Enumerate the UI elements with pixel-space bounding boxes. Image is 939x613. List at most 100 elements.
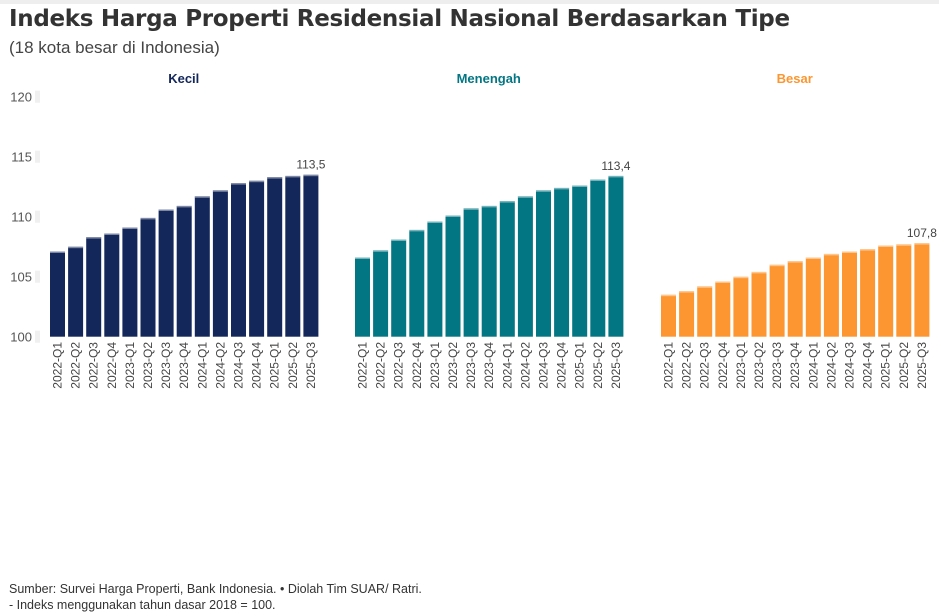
bar-top-highlight — [733, 276, 749, 279]
bar — [194, 196, 210, 337]
bar — [608, 175, 624, 337]
x-tick-label: 2024-Q3 — [843, 342, 857, 389]
x-tick-label: 2024-Q4 — [555, 342, 569, 389]
x-tick-label: 2024-Q2 — [213, 342, 227, 389]
bar — [104, 233, 120, 337]
data-label: 113,5 — [296, 158, 325, 172]
bar — [86, 237, 102, 337]
bar-top-highlight — [68, 246, 84, 249]
x-tick-label: 2024-Q4 — [861, 342, 875, 389]
bar — [896, 244, 912, 337]
bar — [158, 209, 174, 337]
bar-top-highlight — [914, 243, 930, 245]
x-tick-label: 2022-Q2 — [69, 342, 83, 389]
bar — [176, 205, 192, 337]
x-tick-label: 2022-Q1 — [356, 342, 370, 389]
bar — [212, 190, 228, 337]
y-tick-label: 100 — [10, 330, 32, 345]
bar — [769, 264, 785, 337]
bar — [860, 249, 876, 337]
bar-top-highlight — [896, 244, 912, 246]
y-tick-marker — [35, 90, 40, 103]
bar-top-highlight — [715, 281, 731, 283]
bar-top-highlight — [823, 253, 839, 256]
bar — [427, 221, 443, 337]
bar — [445, 215, 461, 337]
bar-top-highlight — [445, 215, 461, 217]
x-tick-label: 2025-Q1 — [879, 342, 893, 389]
x-tick-label: 2022-Q3 — [698, 342, 712, 389]
x-tick-label: 2025-Q1 — [268, 342, 282, 389]
chart-title: Indeks Harga Properti Residensial Nasion… — [9, 6, 790, 32]
bar — [715, 281, 731, 337]
y-tick-label: 115 — [11, 150, 32, 165]
data-label: 113,4 — [601, 159, 630, 173]
bar — [231, 183, 246, 337]
bar — [355, 257, 370, 337]
bar — [554, 187, 570, 337]
source-note: Sumber: Survei Harga Properti, Bank Indo… — [9, 582, 422, 596]
x-tick-label: 2023-Q2 — [141, 342, 155, 389]
y-tick-marker — [35, 150, 40, 163]
bar-top-highlight — [751, 271, 767, 274]
bar-top-highlight — [391, 239, 407, 241]
x-tick-label: 2023-Q4 — [788, 342, 802, 389]
bar-top-highlight — [373, 250, 389, 252]
index-note: - Indeks menggunakan tahun dasar 2018 = … — [9, 598, 276, 612]
bar-top-highlight — [158, 209, 174, 211]
x-tick-label: 2024-Q4 — [250, 342, 264, 389]
top-bar — [0, 0, 939, 4]
x-tick-label: 2024-Q2 — [518, 342, 532, 389]
bar — [878, 245, 894, 337]
y-tick-marker — [35, 330, 40, 343]
bar-top-highlight — [231, 183, 246, 185]
bar-top-highlight — [303, 174, 319, 177]
x-tick-label: 2025-Q3 — [304, 342, 318, 389]
bar-top-highlight — [499, 201, 515, 203]
bar-top-highlight — [212, 190, 228, 192]
y-tick-marker — [35, 210, 40, 223]
x-tick-label: 2024-Q1 — [806, 342, 820, 389]
bar — [122, 227, 138, 337]
x-tick-label: 2022-Q2 — [680, 342, 694, 389]
bar-top-highlight — [285, 175, 301, 178]
x-tick-label: 2023-Q3 — [464, 342, 478, 389]
x-tick-label: 2025-Q2 — [591, 342, 605, 389]
bar — [697, 286, 713, 337]
bar — [805, 257, 821, 337]
bar-top-highlight — [481, 205, 497, 208]
bar — [914, 243, 930, 337]
bar-top-highlight — [805, 257, 821, 259]
bar — [517, 196, 533, 337]
bar — [499, 201, 515, 337]
bar — [787, 261, 803, 337]
panel-title: Besar — [777, 71, 813, 86]
bar — [590, 179, 606, 337]
bar-top-highlight — [536, 190, 551, 192]
y-tick-label: 105 — [10, 270, 32, 285]
bar-top-highlight — [427, 221, 443, 223]
x-tick-label: 2022-Q2 — [374, 342, 388, 389]
bar — [572, 185, 588, 337]
bar-top-highlight — [249, 180, 265, 183]
bar — [391, 239, 407, 337]
x-tick-label: 2022-Q4 — [105, 342, 119, 389]
bar-top-highlight — [860, 249, 876, 251]
bar-top-highlight — [122, 227, 138, 229]
x-tick-label: 2022-Q1 — [662, 342, 676, 389]
x-tick-label: 2025-Q2 — [286, 342, 300, 389]
bar — [751, 271, 767, 337]
chart-subtitle: (18 kota besar di Indonesia) — [9, 38, 220, 57]
bar-top-highlight — [194, 196, 210, 198]
bar-top-highlight — [50, 251, 65, 253]
x-tick-label: 2024-Q1 — [500, 342, 514, 389]
bar-top-highlight — [878, 245, 894, 247]
bar — [679, 291, 695, 337]
x-tick-label: 2023-Q3 — [159, 342, 173, 389]
x-tick-label: 2025-Q3 — [609, 342, 623, 389]
bar-top-highlight — [679, 291, 695, 293]
x-tick-label: 2025-Q3 — [915, 342, 929, 389]
data-label: 107,8 — [907, 226, 937, 240]
bar — [463, 208, 479, 337]
bar — [823, 253, 839, 337]
